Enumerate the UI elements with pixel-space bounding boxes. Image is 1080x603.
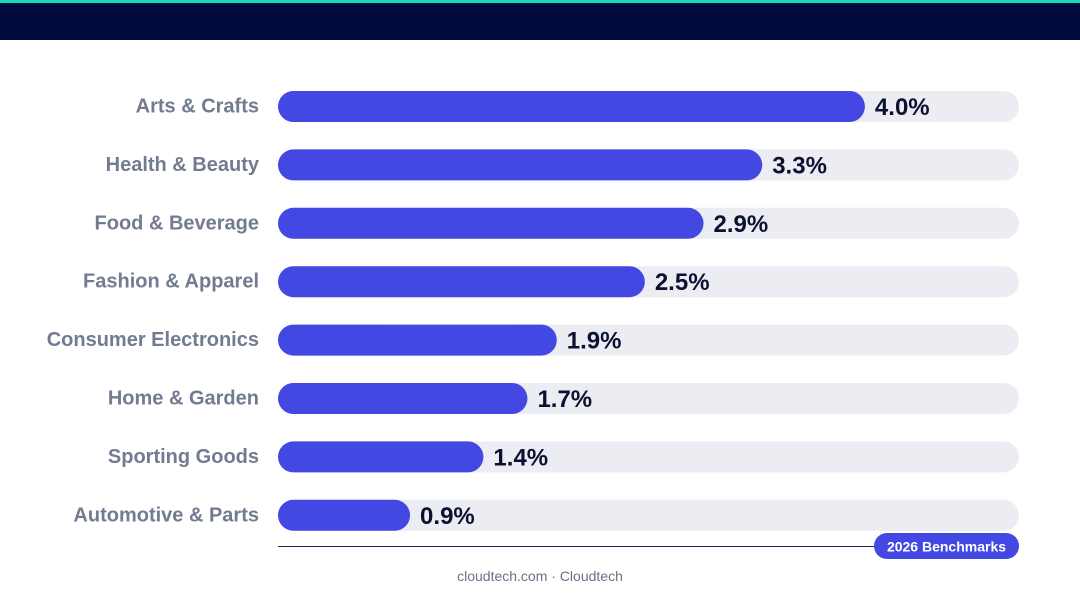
bar [278,149,763,181]
category-label: Arts & Crafts [136,96,259,118]
value-label: 0.9% [420,503,475,530]
bar-track [278,499,1019,531]
value-label: 1.9% [567,328,622,355]
benchmark-badge [874,533,1019,559]
category-label: Fashion & Apparel [83,271,259,293]
category-label: Health & Beauty [106,154,260,176]
value-label: 1.7% [537,386,592,413]
bar [278,499,411,531]
bar [278,441,484,473]
bar [278,207,704,239]
value-label: 2.9% [714,211,769,238]
category-label: Consumer Electronics [47,329,259,351]
category-label: Sporting Goods [108,446,259,468]
bar [278,324,557,356]
bar [278,91,865,122]
header-band [0,3,1080,40]
category-label: Home & Garden [108,388,259,410]
footer-source: cloudtech.com · Cloudtech [457,568,623,584]
category-label: Automotive & Parts [73,504,259,526]
value-label: 4.0% [875,94,930,121]
benchmark-badge-label: 2026 Benchmarks [887,539,1006,555]
top-accent-line [0,0,1080,3]
value-label: 2.5% [655,269,710,296]
value-label: 3.3% [772,152,827,179]
value-label: 1.4% [493,444,548,471]
bar [278,266,645,298]
category-label: Food & Beverage [95,212,259,234]
bar [278,383,528,414]
